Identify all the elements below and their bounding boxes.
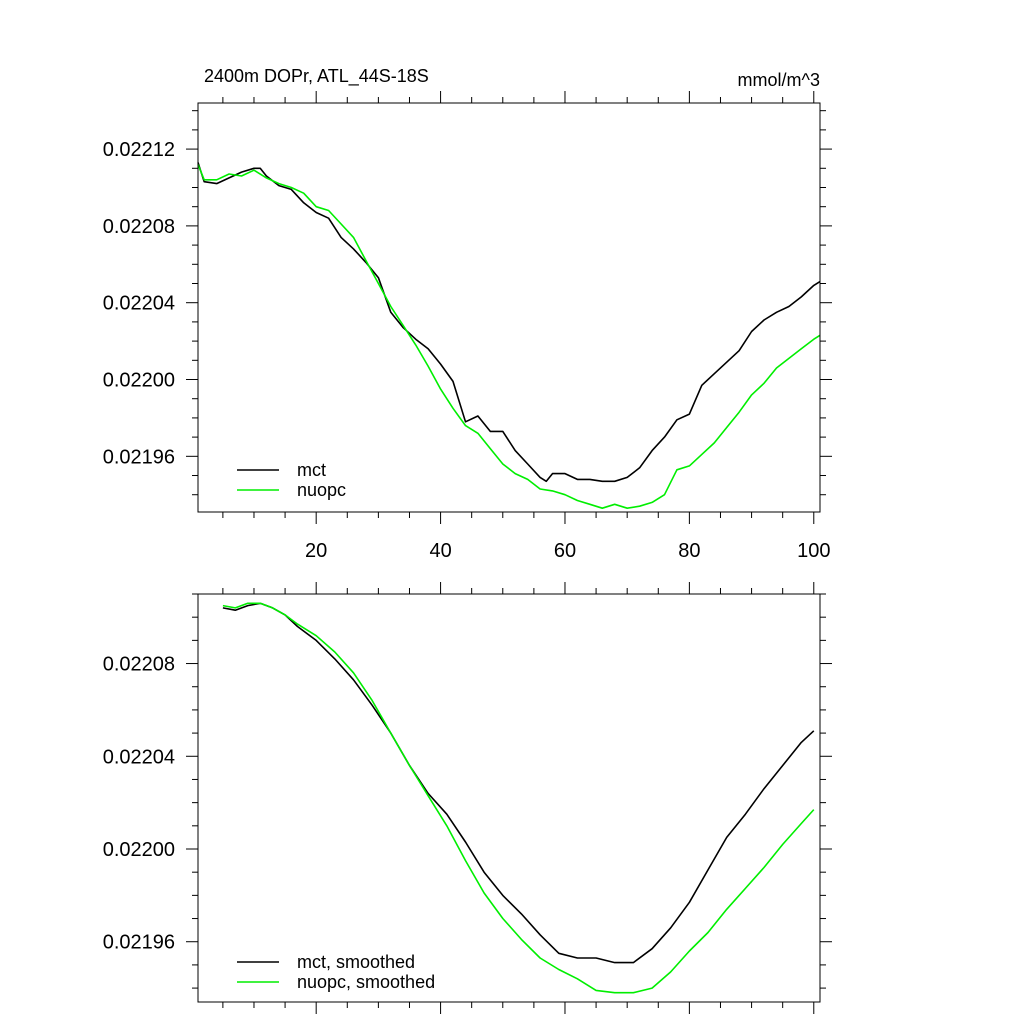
legend-label: mct bbox=[297, 460, 326, 480]
legend-label: nuopc bbox=[297, 480, 346, 500]
top-plot-frame bbox=[197, 102, 821, 513]
top-series-lines bbox=[197, 162, 821, 509]
x-tick-label: 20 bbox=[305, 540, 327, 562]
top-axis-ticks bbox=[186, 91, 832, 524]
y-tick-label: 0.02212 bbox=[103, 139, 175, 161]
y-tick-label: 0.02204 bbox=[103, 746, 175, 768]
top-x-tick-labels: 20 40 60 80 100 bbox=[305, 540, 830, 562]
bottom-series-lines bbox=[222, 602, 815, 994]
y-tick-label: 0.02200 bbox=[103, 370, 175, 392]
series-line-1 bbox=[222, 602, 815, 994]
y-tick-label: 0.02204 bbox=[103, 293, 175, 315]
series-line-1 bbox=[197, 164, 821, 509]
y-tick-label: 0.02208 bbox=[103, 216, 175, 238]
y-tick-label: 0.02196 bbox=[103, 932, 175, 954]
chart-title: 2400m DOPr, ATL_44S-18S bbox=[204, 66, 429, 87]
legend-label: mct, smoothed bbox=[297, 952, 415, 972]
x-tick-label: 100 bbox=[797, 540, 830, 562]
x-tick-label: 60 bbox=[554, 540, 576, 562]
y-tick-label: 0.02200 bbox=[103, 839, 175, 861]
bottom-panel: 0.02196 0.02200 0.02204 0.02208 mct, smooth… bbox=[103, 582, 832, 1014]
series-line-0 bbox=[222, 602, 815, 964]
y-tick-label: 0.02196 bbox=[103, 446, 175, 468]
y-tick-label: 0.02208 bbox=[103, 654, 175, 676]
series-line-0 bbox=[197, 162, 821, 483]
legend-label: nuopc, smoothed bbox=[297, 972, 435, 992]
bottom-plot-frame bbox=[197, 593, 821, 1003]
bottom-y-tick-labels: 0.02196 0.02200 0.02204 0.02208 bbox=[103, 654, 175, 954]
bottom-axis-ticks bbox=[186, 582, 832, 1014]
x-tick-label: 40 bbox=[429, 540, 451, 562]
top-panel: 2400m DOPr, ATL_44S-18S mmol/m^3 0.02196… bbox=[103, 66, 832, 562]
x-tick-label: 80 bbox=[678, 540, 700, 562]
units-label: mmol/m^3 bbox=[738, 70, 820, 90]
top-y-tick-labels: 0.02196 0.02200 0.02204 0.02208 0.02212 bbox=[103, 139, 175, 468]
